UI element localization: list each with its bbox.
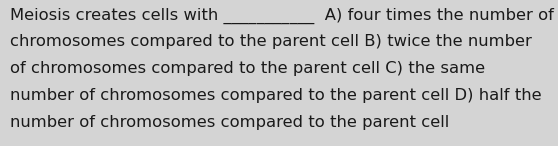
Text: number of chromosomes compared to the parent cell D) half the: number of chromosomes compared to the pa…: [10, 88, 542, 103]
Text: number of chromosomes compared to the parent cell: number of chromosomes compared to the pa…: [10, 115, 449, 130]
Text: of chromosomes compared to the parent cell C) the same: of chromosomes compared to the parent ce…: [10, 61, 485, 76]
Text: chromosomes compared to the parent cell B) twice the number: chromosomes compared to the parent cell …: [10, 34, 532, 49]
Text: Meiosis creates cells with ___________  A) four times the number of: Meiosis creates cells with ___________ A…: [10, 7, 554, 24]
